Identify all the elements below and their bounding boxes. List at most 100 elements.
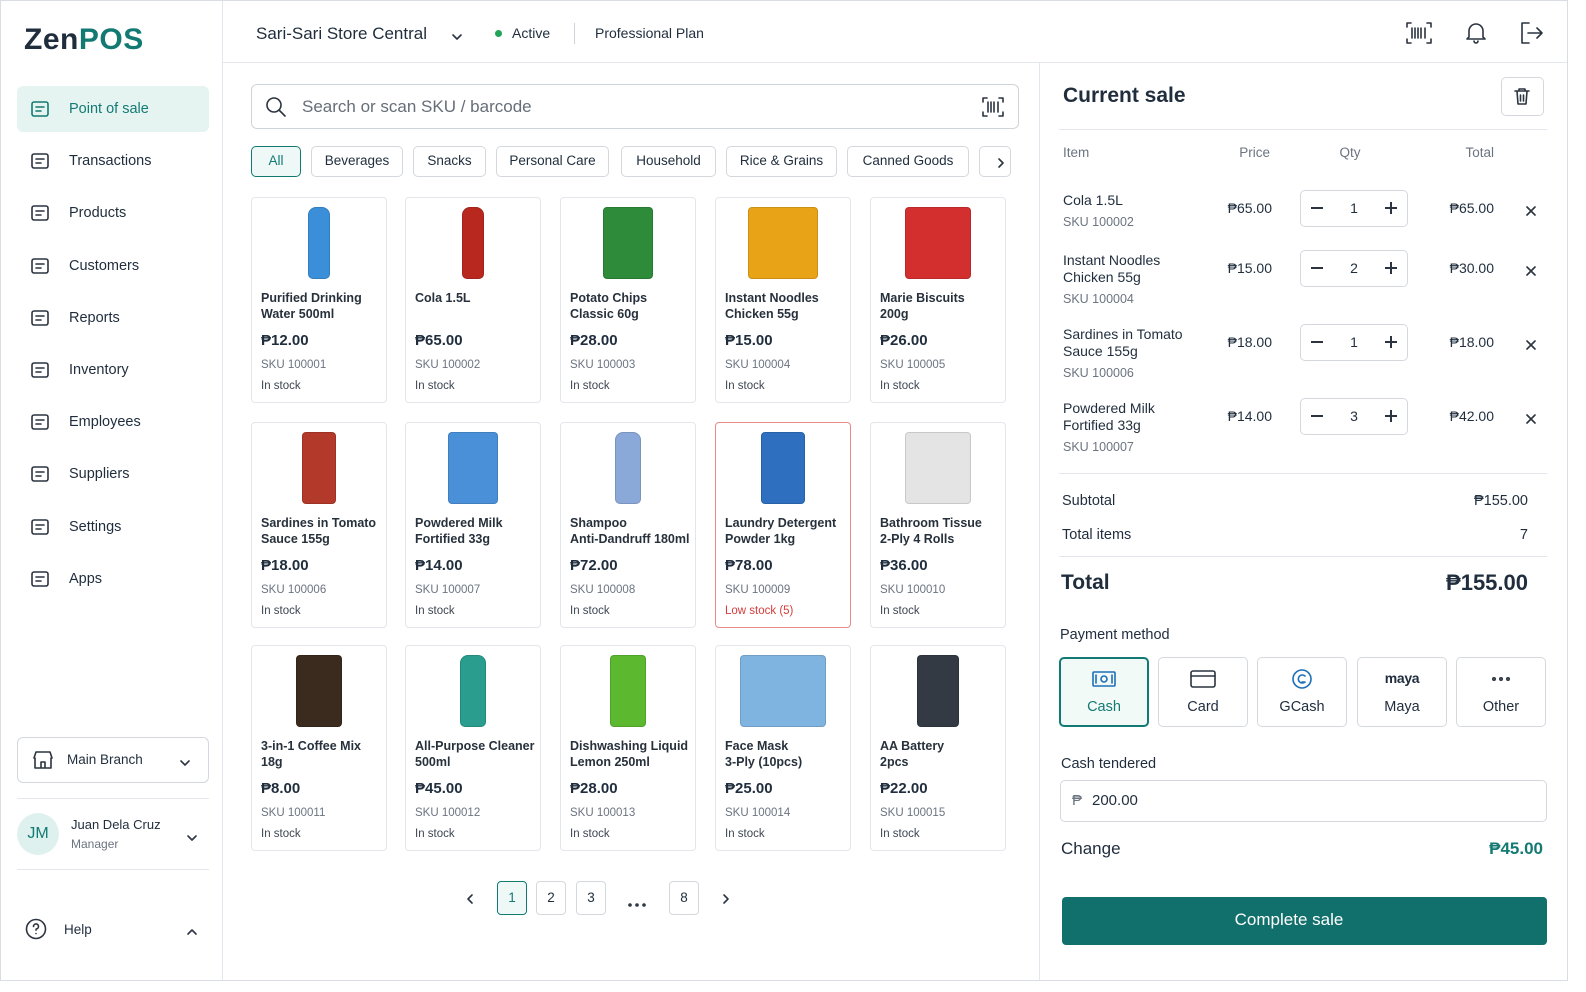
payment-method[interactable] [1456,657,1546,727]
product-card[interactable] [405,645,541,851]
method-icon [1289,667,1315,691]
clear-cart[interactable] [1501,77,1544,116]
icon-part [1095,674,1113,684]
category-chip[interactable] [726,146,837,177]
change-label: Change [1061,839,1121,858]
icon-part [1406,22,1432,44]
page-prev [465,892,475,904]
icon-part [31,362,49,378]
nav-icon [30,360,50,380]
qty-minus[interactable] [1311,207,1323,209]
product-price: ₱18.00 [261,557,309,574]
product-price: ₱26.00 [880,332,928,349]
product-card[interactable] [251,197,387,403]
category-chip[interactable] [847,146,969,177]
cart-item-sku: SKU 100007 [1063,440,1134,454]
product-card[interactable] [870,422,1006,628]
product-card[interactable] [560,645,696,851]
qty-minus[interactable] [1311,267,1323,269]
category-chip[interactable] [251,146,301,177]
product-card[interactable] [405,422,541,628]
product-card[interactable] [405,197,541,403]
product-sku: SKU 100003 [570,359,636,371]
tendered-value: 200.00 [1092,792,1138,809]
icon-part [1190,670,1216,688]
product-name: Shampoo [570,516,627,530]
cart-item-name: Instant Noodles [1063,252,1161,268]
icon-part [187,835,197,841]
product-price: ₱8.00 [261,780,301,797]
cart-item-total: ₱30.00 [1449,260,1494,276]
product-card[interactable] [560,422,696,628]
product-card[interactable] [251,422,387,628]
payment-method[interactable] [1158,657,1248,727]
icon-part [187,929,197,935]
payment-method[interactable] [1357,657,1447,727]
product-card[interactable] [251,645,387,851]
nav-item[interactable] [17,86,209,132]
payment-method[interactable] [1257,657,1347,727]
product-name: Powdered Milk [415,516,503,530]
icon-part [31,205,49,222]
icon-part [723,894,729,904]
cart-item-sku: SKU 100002 [1063,215,1134,229]
product-card[interactable] [715,645,851,851]
cart-item-price: ₱65.00 [1227,200,1272,216]
product-name: Cola 1.5L [415,291,471,305]
product-card[interactable] [715,422,851,628]
qty-plus[interactable] [1390,336,1392,348]
icon-part [1466,23,1486,44]
method-icon [1091,667,1117,691]
category-chip[interactable] [621,146,716,177]
method-label: Card [1187,699,1219,715]
icon-part [1514,88,1530,105]
cart-item-name: Powdered Milk [1063,400,1155,416]
qty-plus[interactable] [1390,410,1392,422]
product-card[interactable] [715,197,851,403]
product-card[interactable] [870,645,1006,851]
icon-part [31,257,49,274]
category-chip[interactable] [496,146,609,177]
search-box[interactable] [251,84,1019,129]
tendered-label: Cash tendered [1061,756,1157,772]
icon-part [31,101,49,117]
product-name: 2-Ply 4 Rolls [880,532,955,546]
qty-plus[interactable] [1390,202,1392,214]
qty-minus[interactable] [1311,415,1323,417]
category-chip[interactable] [311,146,403,177]
icon-part [35,367,45,373]
category-next[interactable] [979,146,1011,177]
icon-part [998,158,1004,168]
page-button[interactable] [497,881,527,915]
icon-part [1292,669,1312,689]
page-button[interactable] [536,881,566,915]
barcode-icon [982,97,1004,117]
cart-item-price: ₱15.00 [1227,260,1272,276]
complete-sale[interactable] [1062,897,1547,945]
branch-select[interactable] [17,737,209,783]
topbar [223,1,1567,63]
payment-method[interactable] [1059,657,1149,727]
icon-part [187,929,197,935]
branch-name: Main Branch [67,752,143,767]
page-button[interactable] [669,881,699,915]
nav-icon [30,464,50,484]
icon-part [467,894,473,904]
page-button[interactable] [576,881,606,915]
nav-label: Products [69,205,127,222]
category-label: Canned Goods [862,153,954,168]
product-card[interactable] [560,197,696,403]
product-stock: In stock [570,380,610,392]
category-chip[interactable] [413,146,486,177]
product-image [603,207,653,279]
product-image [905,432,971,504]
product-card[interactable] [870,197,1006,403]
product-image [610,655,646,727]
product-image [740,655,826,727]
qty-minus[interactable] [1311,341,1323,343]
tendered-input[interactable] [1060,780,1547,822]
product-name: Bathroom Tissue [880,516,982,530]
product-name: Sauce 155g [261,532,330,546]
nav-icon [30,203,50,223]
qty-plus[interactable] [1390,262,1392,274]
